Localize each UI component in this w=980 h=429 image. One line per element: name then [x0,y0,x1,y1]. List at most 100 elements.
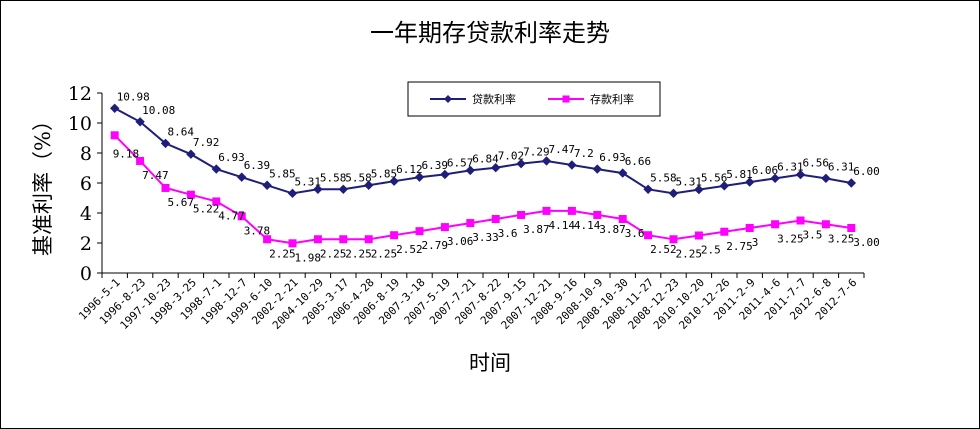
loan-rate-data-label: 6.84 [472,152,499,165]
loan-rate-data-label: 5.31 [295,175,322,188]
loan-rate-point [846,178,857,188]
deposit-rate-point [694,231,703,240]
deposit-rate-data-label: 3.25 [777,232,804,245]
deposit-rate-data-label: 3.6 [498,227,518,240]
deposit-rate-point [669,235,678,244]
loan-rate-point [109,103,120,114]
deposit-rate-point [542,206,551,215]
deposit-rate-point [237,212,246,221]
loan-rate-point [643,184,653,195]
loan-rate-data-label: 6.57 [447,156,474,169]
y-axis-label: 基准利率（%） [31,110,55,256]
deposit-rate-point [339,235,348,244]
deposit-rate-point [110,131,119,140]
loan-rate-data-label: 6.00 [853,165,880,178]
deposit-rate-data-label: 9.18 [113,147,140,160]
deposit-rate-point [847,224,856,232]
data-labels: 10.9810.088.647.926.936.395.855.315.585.… [113,90,880,264]
deposit-rate-data-label: 5.67 [168,196,195,209]
loan-rate-point [338,184,349,195]
loan-rate-data-label: 5.58 [345,171,372,184]
legend: 贷款利率 存款利率 [407,81,661,117]
deposit-rate-data-label: 2.75 [726,240,753,253]
loan-rate-data-label: 6.31 [777,160,804,173]
y-tick-label: 12 [68,83,92,105]
y-tick-label: 0 [80,263,92,285]
loan-rate-point [211,164,222,174]
loan-rate-data-label: 5.31 [676,175,703,188]
deposit-rate-point [186,190,195,199]
deposit-rate-data-label: 3 [752,236,759,249]
loan-rate-data-label: 6.93 [599,151,626,164]
legend-marker-0 [444,95,452,103]
loan-rate-point [719,181,730,191]
deposit-rate-data-label: 3.06 [447,235,474,248]
loan-rate-data-label: 6.93 [218,151,245,164]
loan-rate-data-label: 6.56 [803,157,830,170]
loan-rate-point [617,168,628,178]
deposit-rate-point [644,231,653,240]
deposit-rate-point [821,220,830,229]
loan-rate-data-label: 6.31 [828,160,855,173]
deposit-rate-data-label: 2.52 [650,243,677,256]
loan-rate-point [516,158,526,169]
deposit-rate-point [313,235,322,244]
loan-rate-data-label: 7.2 [574,147,594,160]
deposit-rate-data-label: 2.25 [320,247,347,260]
series-line-0 [114,107,852,195]
loan-rate-data-label: 6.06 [752,164,779,177]
loan-rate-data-label: 6.39 [422,159,449,172]
loan-rate-data-label: 6.39 [244,159,271,172]
deposit-rate-point [771,220,780,229]
deposit-rate-point [263,235,272,244]
loan-rate-data-label: 6.66 [625,155,652,168]
deposit-rate-data-label: 5.22 [193,203,220,216]
loan-rate-point [465,165,476,176]
deposit-rate-data-label: 4.77 [218,209,245,222]
loan-rate-data-label: 5.81 [726,168,753,181]
deposit-rate-data-label: 3.87 [523,223,550,236]
deposit-rate-point [745,224,754,232]
deposit-rate-point [796,216,805,225]
deposit-rate-point [517,210,526,219]
deposit-rate-data-label: 3.6 [625,227,645,240]
deposit-rate-data-label: 2.52 [396,243,423,256]
y-ticks: 0 2 4 6 8 10 12 [68,83,102,285]
y-axis-label-text: 基准利率（%） [31,110,55,256]
loan-rate-point [160,138,171,149]
deposit-rate-point [593,210,602,219]
loan-rate-data-label: 6.12 [396,163,423,176]
deposit-rate-data-label: 3.78 [244,224,271,237]
series-markers [109,103,857,248]
loan-rate-point [389,176,399,186]
deposit-rate-point [136,156,145,165]
deposit-rate-data-label: 2.25 [269,247,296,260]
deposit-rate-point [415,227,424,236]
series-line-1 [113,134,852,245]
loan-rate-point [414,172,425,182]
x-axis-label: 时间 [469,351,511,375]
loan-rate-data-label: 5.58 [320,171,347,184]
deposit-rate-data-label: 3.00 [853,236,880,249]
deposit-rate-data-label: 3.25 [828,232,855,245]
loan-rate-data-label: 7.02 [498,150,525,163]
deposit-rate-point [491,215,500,223]
y-tick-label: 10 [68,113,92,135]
deposit-rate-point [440,223,449,232]
loan-rate-point [186,149,196,159]
loan-rate-data-label: 10.08 [142,104,175,117]
loan-rate-point [567,160,577,170]
deposit-rate-point [618,215,627,223]
deposit-rate-data-label: 2.25 [371,247,398,260]
deposit-rate-data-label: 3.5 [803,229,823,242]
deposit-rate-point [212,197,221,206]
loan-rate-point [313,184,323,195]
loan-rate-data-label: 7.92 [193,136,220,149]
y-tick-label: 2 [80,233,92,255]
loan-rate-data-label: 5.58 [650,171,677,184]
deposit-rate-point [567,206,576,215]
loan-rate-point [592,164,603,174]
loan-rate-data-label: 7.47 [549,143,576,156]
deposit-rate-data-label: 1.98 [295,251,322,264]
